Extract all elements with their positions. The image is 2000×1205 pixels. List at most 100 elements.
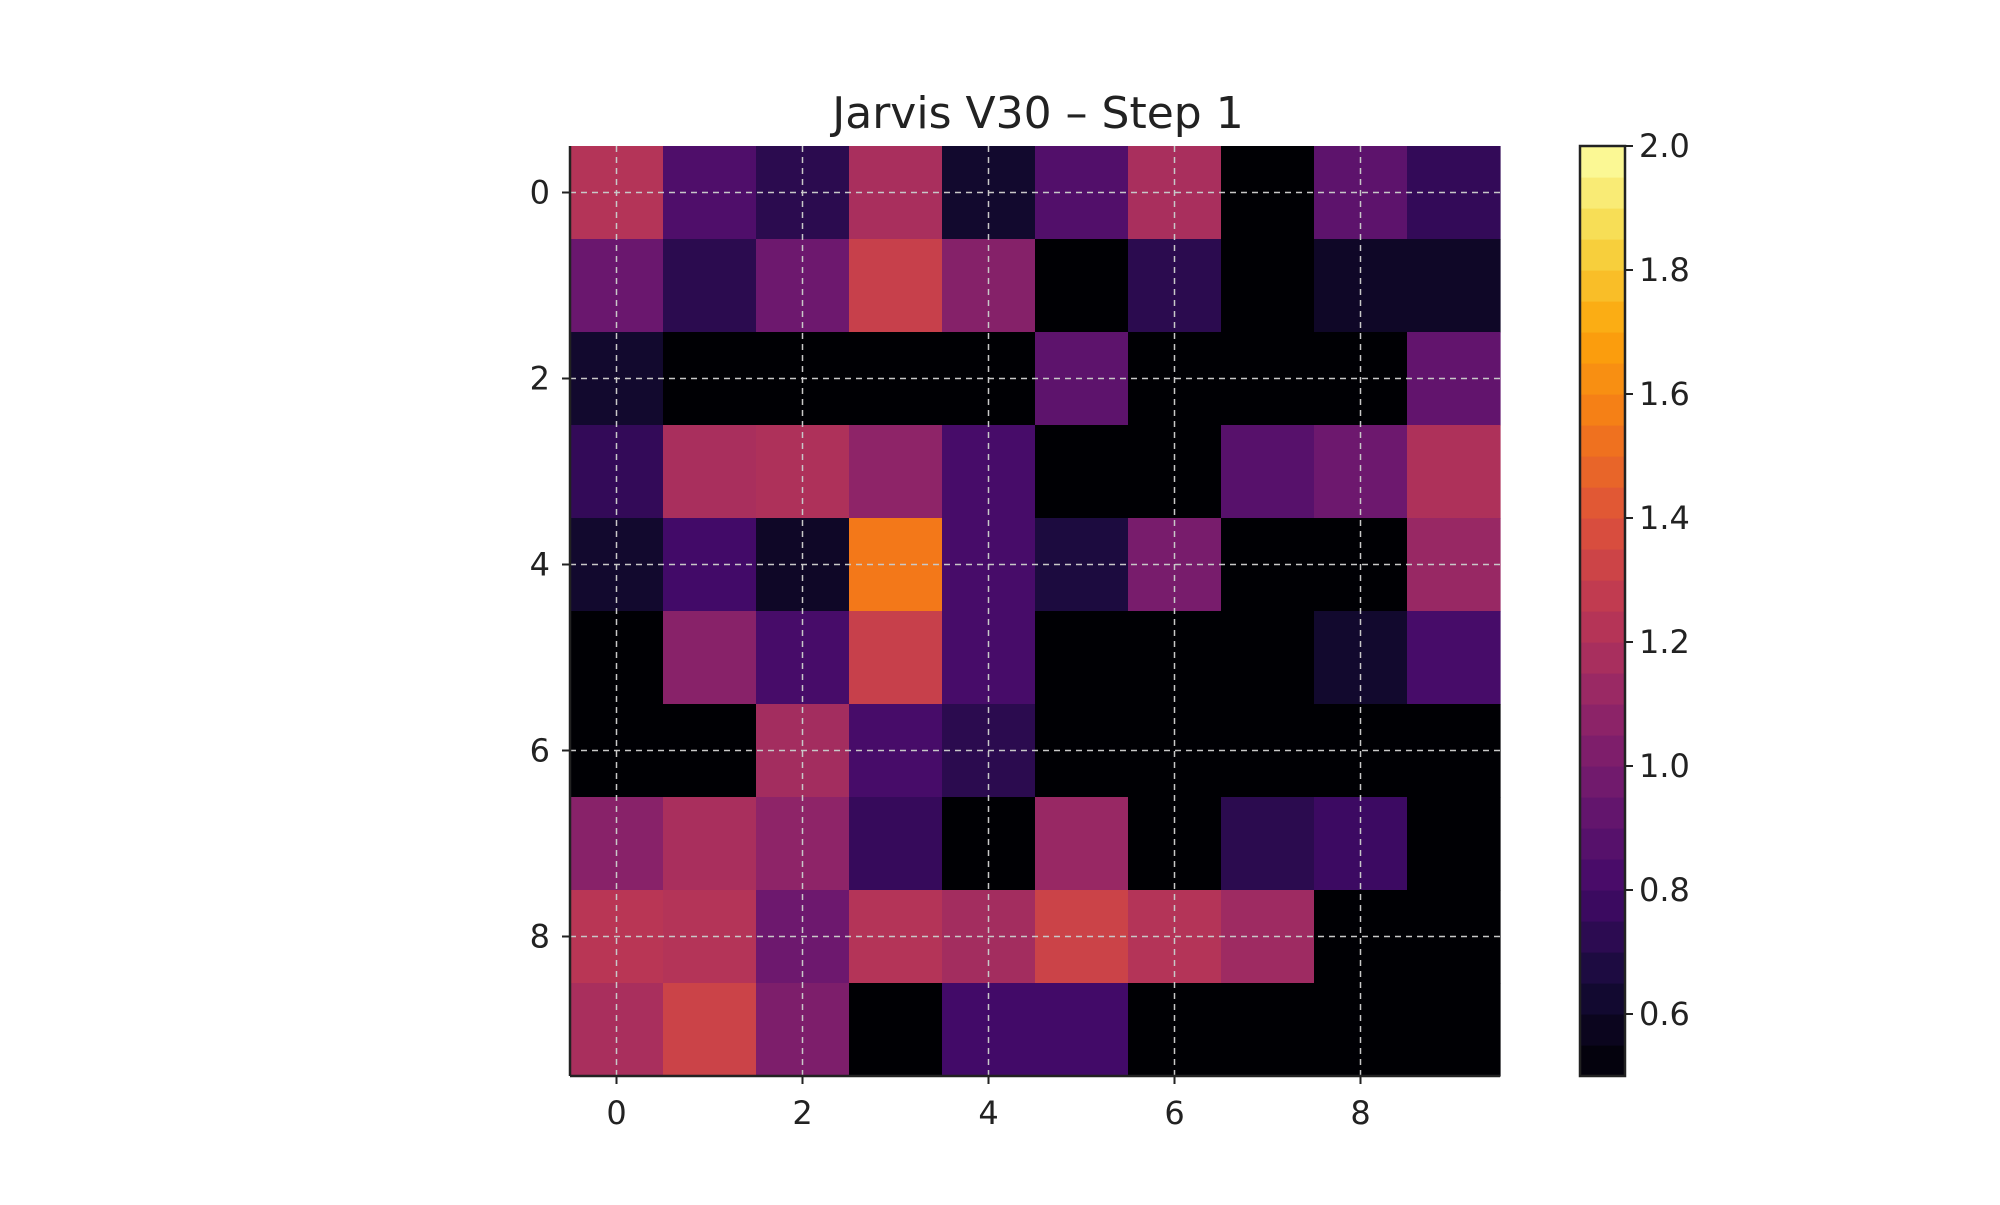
- heatmap-cell-r9-c9: [1407, 983, 1501, 1077]
- y-tick-label-4: 4: [530, 546, 550, 584]
- colorbar-band-22: [1580, 363, 1625, 395]
- heatmap-cell-r8-c3: [849, 890, 943, 984]
- colorbar-band-25: [1580, 270, 1625, 302]
- colorbar-band-20: [1580, 425, 1625, 457]
- colorbar-band-26: [1580, 239, 1625, 271]
- heatmap-cell-r0-c3: [849, 146, 943, 240]
- x-tick-label-6: 6: [1164, 1094, 1184, 1132]
- heatmap-cell-r3-c8: [1314, 425, 1408, 519]
- heatmap-cell-r1-c6: [1128, 239, 1222, 333]
- colorbar-band-3: [1580, 952, 1625, 984]
- colorbar-band-15: [1580, 580, 1625, 612]
- heatmap-cell-r7-c7: [1221, 797, 1315, 891]
- heatmap-cell-r3-c2: [756, 425, 850, 519]
- colorbar-tick-label-0: 0.6: [1639, 995, 1690, 1033]
- x-tick-label-0: 0: [606, 1094, 626, 1132]
- y-tick-label-6: 6: [530, 732, 550, 770]
- colorbar-band-16: [1580, 549, 1625, 581]
- heatmap-cell-r4-c3: [849, 518, 943, 612]
- colorbar-band-0: [1580, 1045, 1625, 1077]
- heatmap-cell-r6-c1: [663, 704, 757, 798]
- colorbar-band-17: [1580, 518, 1625, 550]
- heatmap-cell-r5-c3: [849, 611, 943, 705]
- heatmap-cell-r2-c1: [663, 332, 757, 426]
- heatmap-cell-r9-c1: [663, 983, 757, 1077]
- heatmap-cell-r1-c5: [1035, 239, 1129, 333]
- x-tick-label-2: 2: [792, 1094, 812, 1132]
- colorbar-band-8: [1580, 797, 1625, 829]
- colorbar-tick-label-1: 0.8: [1639, 871, 1690, 909]
- heatmap-cell-r3-c5: [1035, 425, 1129, 519]
- heatmap-cell-r1-c0: [570, 239, 664, 333]
- heatmap-cell-r1-c1: [663, 239, 757, 333]
- colorbar: 0.6 0.8 1.0 1.2 1.4 1.6 1.8 2.0: [1578, 127, 1690, 1078]
- heatmap-cell-r1-c2: [756, 239, 850, 333]
- grid-lines: [570, 146, 1500, 1076]
- heatmap-cell-r3-c0: [570, 425, 664, 519]
- colorbar-tick-label-7: 2.0: [1639, 127, 1690, 165]
- heatmap-cell-r3-c6: [1128, 425, 1222, 519]
- colorbar-band-4: [1580, 921, 1625, 953]
- colorbar-tick-label-3: 1.2: [1639, 623, 1690, 661]
- heatmap-cell-r1-c8: [1314, 239, 1408, 333]
- colorbar-band-14: [1580, 611, 1625, 643]
- heatmap-cell-r9-c5: [1035, 983, 1129, 1077]
- heatmap-cell-r7-c5: [1035, 797, 1129, 891]
- heatmap-cell-r9-c3: [849, 983, 943, 1077]
- y-tick-label-0: 0: [530, 174, 550, 212]
- colorbar-band-10: [1580, 735, 1625, 767]
- heatmap-cell-r9-c7: [1221, 983, 1315, 1077]
- heatmap-cell-r3-c3: [849, 425, 943, 519]
- heatmap-cell-r8-c8: [1314, 890, 1408, 984]
- colorbar-band-24: [1580, 301, 1625, 333]
- heatmap-cell-r8-c1: [663, 890, 757, 984]
- colorbar-band-6: [1580, 859, 1625, 891]
- colorbar-band-19: [1580, 456, 1625, 488]
- heatmap-cell-r7-c3: [849, 797, 943, 891]
- colorbar-band-21: [1580, 394, 1625, 426]
- colorbar-band-1: [1580, 1014, 1625, 1046]
- heatmap-cell-r6-c3: [849, 704, 943, 798]
- axes: 0 2 4 6 8 0 2 4 6 8: [530, 146, 1500, 1132]
- heatmap-cell-r7-c9: [1407, 797, 1501, 891]
- colorbar-band-18: [1580, 487, 1625, 519]
- colorbar-band-9: [1580, 766, 1625, 798]
- colorbar-tick-label-2: 1.0: [1639, 747, 1690, 785]
- heatmap-cell-r3-c1: [663, 425, 757, 519]
- heatmap-cell-r5-c9: [1407, 611, 1501, 705]
- y-tick-label-2: 2: [530, 360, 550, 398]
- heatmap-cell-r3-c9: [1407, 425, 1501, 519]
- colorbar-tick-label-6: 1.8: [1639, 251, 1690, 289]
- colorbar-tick-label-4: 1.4: [1639, 499, 1690, 537]
- heatmap-cell-r0-c1: [663, 146, 757, 240]
- heatmap-cell-r4-c1: [663, 518, 757, 612]
- colorbar-band-28: [1580, 177, 1625, 209]
- colorbar-band-7: [1580, 828, 1625, 860]
- colorbar-band-29: [1580, 146, 1625, 178]
- colorbar-band-5: [1580, 890, 1625, 922]
- heatmap-cell-r7-c1: [663, 797, 757, 891]
- colorbar-band-2: [1580, 983, 1625, 1015]
- colorbar-band-27: [1580, 208, 1625, 240]
- colorbar-frame: [1578, 144, 1627, 1078]
- heatmap-cell-r1-c3: [849, 239, 943, 333]
- heatmap-cell-r5-c7: [1221, 611, 1315, 705]
- heatmap-cell-r1-c7: [1221, 239, 1315, 333]
- y-tick-label-8: 8: [530, 918, 550, 956]
- colorbar-tick-label-5: 1.6: [1639, 375, 1690, 413]
- x-tick-label-8: 8: [1350, 1094, 1370, 1132]
- colorbar-band-23: [1580, 332, 1625, 364]
- colorbar-band-13: [1580, 642, 1625, 674]
- chart-title: Jarvis V30 – Step 1: [829, 88, 1243, 139]
- colorbar-band-12: [1580, 673, 1625, 705]
- heatmap-cell-r5-c5: [1035, 611, 1129, 705]
- heatmap-cell-r1-c4: [942, 239, 1036, 333]
- heatmap-cell-r1-c9: [1407, 239, 1501, 333]
- heatmap-cell-r3-c7: [1221, 425, 1315, 519]
- heatmap-cell-r5-c1: [663, 611, 757, 705]
- heatmap-cell-r3-c4: [942, 425, 1036, 519]
- x-tick-label-4: 4: [978, 1094, 998, 1132]
- heatmap-cell-r2-c3: [849, 332, 943, 426]
